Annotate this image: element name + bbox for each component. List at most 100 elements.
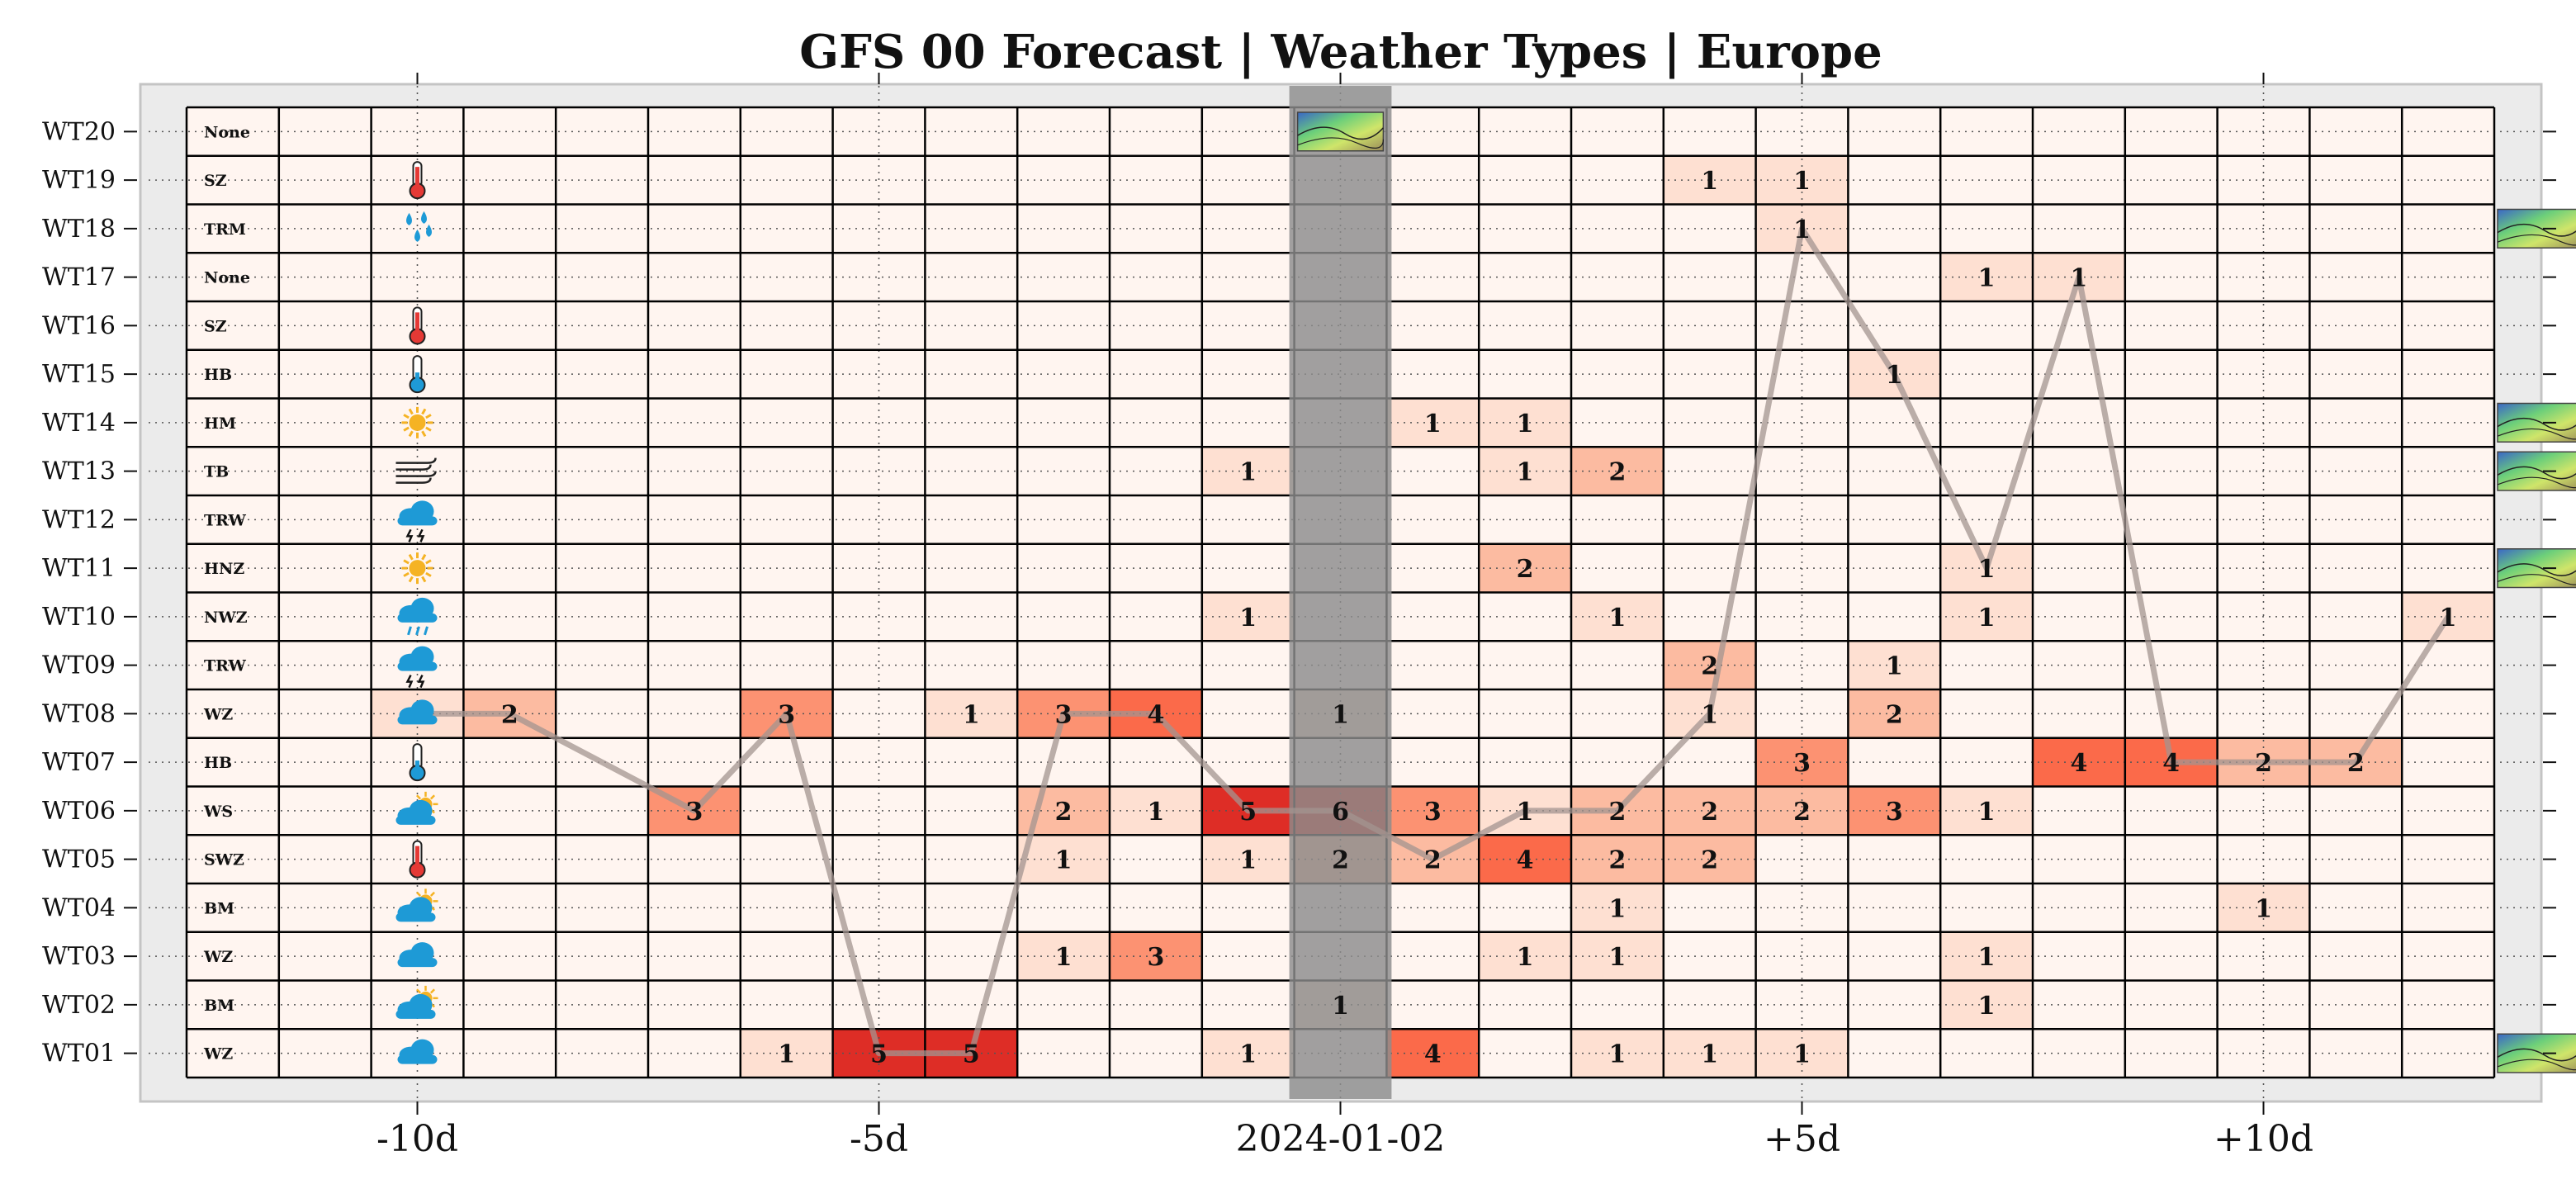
weather-code-label: TRW (204, 657, 247, 675)
sun-ray (403, 571, 410, 577)
sun-icon (401, 406, 433, 438)
cell-value-label: 1 (1239, 458, 1257, 487)
row-label: WT18 (42, 215, 116, 244)
cell-value-label: 1 (1608, 1040, 1626, 1069)
cell-value-label: 2 (1701, 652, 1718, 681)
cell-value-label: 1 (1517, 943, 1534, 972)
cell-value-label: 2 (1608, 798, 1626, 827)
map-contour (2497, 234, 2576, 246)
cell-value-label: 1 (1608, 943, 1626, 972)
row-label: WT14 (42, 409, 116, 438)
cloud-base (397, 516, 438, 526)
sun-ray (416, 988, 422, 994)
weather-code-label: TB (204, 463, 229, 481)
x-tick-label: 2024-01-02 (1236, 1118, 1446, 1160)
cell-value-label: 1 (1517, 458, 1534, 487)
sun-ray (408, 576, 414, 583)
raindrops-icon (406, 211, 432, 242)
cell-value-label: 4 (1147, 700, 1164, 729)
cell-value-label: 1 (2440, 604, 2457, 632)
sun-ray (421, 408, 427, 415)
row-label: WT03 (42, 942, 116, 971)
sun-ray (421, 430, 427, 438)
weather-code-label: SWZ (204, 851, 244, 869)
cell-value-label: 5 (870, 1040, 888, 1069)
cell-value-label: 1 (1978, 604, 1996, 632)
map-thumbnail (2497, 208, 2576, 249)
rain-streak (424, 626, 429, 636)
partly-cloudy-icon (395, 888, 438, 922)
cell-value-label: 1 (1978, 943, 1996, 972)
row-label: WT20 (42, 117, 116, 146)
sun-ray (429, 988, 435, 994)
cell-value-label: 2 (1424, 846, 1442, 875)
heat-cell (1940, 253, 2033, 301)
cell-value-label: 1 (1332, 992, 1349, 1021)
cell-value-label: 1 (1978, 798, 1996, 827)
weather-code-label: WS (203, 803, 233, 821)
sun-ray (425, 426, 432, 432)
cloud-icon (397, 699, 438, 725)
map-thumbnail (2497, 548, 2576, 589)
wind-stroke (395, 457, 437, 464)
weather-code-label: HM (204, 414, 236, 433)
sun-ray (429, 794, 435, 800)
sun-ray (425, 559, 432, 565)
weather-code-label: WZ (203, 705, 233, 723)
sun-disc (409, 560, 426, 577)
cell-value-label: 3 (1424, 798, 1442, 827)
cell-value-label: 1 (1055, 943, 1073, 972)
heat-cell (1940, 786, 2033, 836)
cell-value-label: 3 (1793, 749, 1811, 778)
cell-value-label: 2 (2347, 749, 2365, 778)
row-label: WT12 (42, 505, 116, 534)
cell-value-label: 2 (1701, 846, 1718, 875)
cell-value-label: 5 (1239, 798, 1257, 827)
cell-value-label: 3 (685, 798, 703, 827)
heat-cell (1848, 786, 1941, 836)
row-label: WT06 (42, 797, 116, 826)
sun-ray (403, 426, 410, 432)
weather-code-label: NWZ (204, 609, 248, 627)
map-contour (2497, 466, 2576, 480)
thunderstorm-icon (397, 500, 438, 542)
row-label: WT11 (42, 554, 116, 583)
dominant-type-line (417, 225, 2451, 1057)
heat-cell (1663, 786, 1756, 836)
thermometer-level (415, 372, 419, 383)
cell-value-label: 2 (1608, 846, 1626, 875)
cell-value-label: 1 (1793, 167, 1811, 196)
sun-ray (425, 571, 432, 577)
cell-value-label: 2 (1055, 798, 1073, 827)
thermometer-level (415, 760, 419, 771)
cell-value-label: 3 (1147, 943, 1164, 972)
map-contour (2497, 563, 2576, 576)
x-tick-label: -5d (850, 1118, 908, 1160)
cell-value-label: 1 (1239, 604, 1257, 632)
thunderstorm-icon (397, 646, 438, 689)
cell-value-label: 2 (1886, 700, 1903, 729)
x-tick-label: +5d (1764, 1118, 1840, 1160)
heat-cell (1848, 641, 1941, 689)
wind-stroke (395, 477, 432, 484)
heat-cell (1755, 737, 1849, 787)
thermometer-level (415, 167, 419, 189)
cell-value-label: 1 (1239, 846, 1257, 875)
row-label: WT05 (42, 846, 116, 874)
cell-value-label: 1 (1239, 1040, 1257, 1069)
cell-value-label: 1 (963, 700, 980, 729)
raindrop (421, 211, 427, 224)
heat-cell (1663, 155, 1756, 205)
weather-code-label: WZ (203, 1045, 233, 1063)
raindrop (426, 224, 432, 237)
row-label: WT15 (42, 360, 116, 389)
wind-icon (395, 457, 437, 484)
cell-value-label: 4 (2070, 749, 2087, 778)
cell-value-label: 1 (1793, 1040, 1811, 1069)
thermometer-level (415, 312, 419, 334)
cell-value-label: 1 (1147, 798, 1164, 827)
thermometer-level (415, 846, 419, 868)
weather-code-label: HNZ (204, 560, 244, 578)
raindrop (414, 229, 420, 242)
